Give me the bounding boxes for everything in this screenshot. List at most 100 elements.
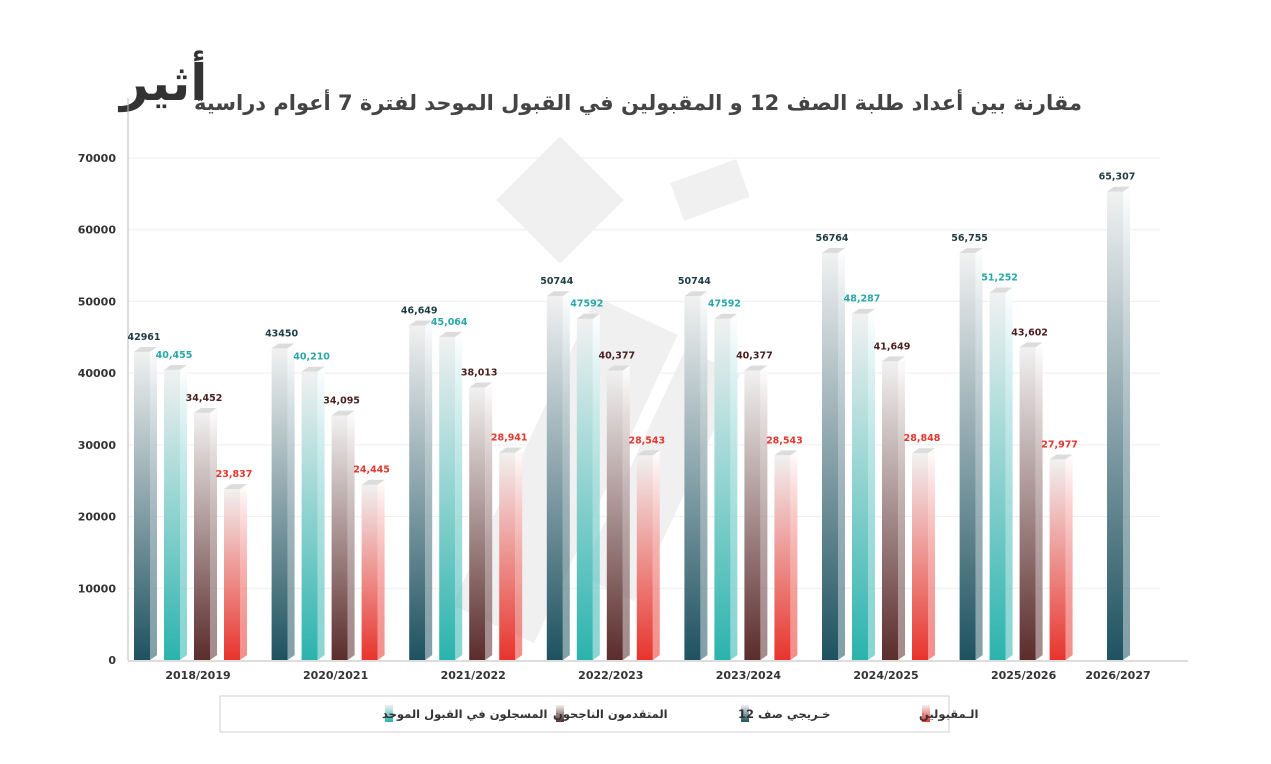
x-tick-label: 2026/2027 xyxy=(1085,669,1150,682)
bar-front xyxy=(164,369,180,660)
bar-side xyxy=(898,356,905,660)
data-label: 41,649 xyxy=(874,341,911,352)
bar-top xyxy=(714,313,738,319)
data-label: 24,445 xyxy=(353,465,390,476)
bar-accepted xyxy=(224,484,247,660)
bar-side xyxy=(838,248,845,660)
bar-side xyxy=(210,408,217,660)
bar-top xyxy=(439,331,463,337)
bar-front xyxy=(774,455,791,660)
y-axis: 0 10000 20000 30000 40000 50000 60000 70000 xyxy=(78,98,129,667)
bar-front xyxy=(576,318,593,660)
bar-top xyxy=(469,382,493,388)
bar-graduates xyxy=(134,347,157,660)
bar-registered xyxy=(852,308,875,660)
bar-side xyxy=(377,479,385,660)
bar-side xyxy=(592,313,600,660)
bar-side xyxy=(760,365,768,660)
y-tick-label: 70000 xyxy=(78,152,117,165)
bar-top xyxy=(361,479,385,485)
bar-front xyxy=(546,296,563,660)
bar-front xyxy=(822,252,838,661)
bar-side xyxy=(150,347,157,660)
bar-front xyxy=(882,361,898,660)
data-label: 65,307 xyxy=(1099,172,1136,183)
x-axis: 2018/2019 2020/2021 2021/2022 2022/2023 2023… xyxy=(128,660,1188,682)
bar-accepted xyxy=(1049,454,1073,660)
x-tick-label: 2024/2025 xyxy=(853,669,918,682)
bar-front xyxy=(684,296,701,660)
bar-side xyxy=(317,366,325,660)
bar-accepted xyxy=(361,479,385,660)
bar-front xyxy=(301,371,318,660)
bar-graduates xyxy=(1107,186,1130,661)
bar-top xyxy=(1019,342,1043,348)
bar-top xyxy=(134,347,157,352)
bar-side xyxy=(562,291,570,660)
bar-applicants xyxy=(469,382,493,660)
data-label: 40,455 xyxy=(156,350,193,361)
bar-graduates xyxy=(822,248,845,661)
data-label: 47592 xyxy=(570,299,603,310)
data-label: 23,837 xyxy=(216,469,253,480)
bar-front xyxy=(1107,191,1123,660)
bar-top xyxy=(164,364,187,370)
bar-top xyxy=(224,484,247,490)
bar-top xyxy=(852,308,875,314)
x-tick-label: 2022/2023 xyxy=(578,669,643,682)
bar-top xyxy=(499,447,523,453)
bar-registered xyxy=(714,313,738,660)
bar-applicants xyxy=(1019,342,1043,660)
y-tick-label: 10000 xyxy=(78,582,117,595)
legend-swatch xyxy=(556,705,564,722)
data-label: 56764 xyxy=(815,233,848,244)
y-tick-label: 0 xyxy=(108,654,116,667)
bar-registered xyxy=(576,313,600,660)
bar-accepted xyxy=(912,448,935,660)
bar-side xyxy=(240,484,247,660)
bar-front xyxy=(331,415,348,660)
legend-item-applicants: المتقدمون الناجحون xyxy=(553,705,668,722)
bar-side xyxy=(1035,342,1043,660)
bar-accepted xyxy=(636,450,660,660)
bar-side xyxy=(622,365,630,660)
bar-top xyxy=(546,291,570,297)
bar-registered xyxy=(301,366,325,660)
bar-graduates xyxy=(684,291,708,660)
bar-top xyxy=(636,450,660,456)
data-label: 34,095 xyxy=(323,395,360,406)
data-label: 38,013 xyxy=(461,367,498,378)
bar-top xyxy=(271,343,295,349)
bar-side xyxy=(1065,454,1073,660)
bar-side xyxy=(730,313,738,660)
bar-applicants xyxy=(882,356,905,660)
bar-front xyxy=(852,313,868,660)
bar-side xyxy=(180,364,187,660)
bar-front xyxy=(1019,347,1036,660)
bar-top xyxy=(822,248,845,253)
legend-label: المسجلون في القبول الموحد xyxy=(382,707,547,722)
bar-top xyxy=(194,408,217,413)
legend-item-accepted: الـمقبولين xyxy=(919,705,978,722)
data-label: 43,602 xyxy=(1011,327,1048,338)
data-label: 28,941 xyxy=(491,432,528,443)
bar-top xyxy=(301,366,325,372)
data-label: 40,377 xyxy=(598,350,635,361)
y-tick-label: 30000 xyxy=(78,439,117,452)
bar-top xyxy=(409,320,433,326)
bar-graduates xyxy=(409,320,433,660)
bar-top xyxy=(1107,186,1130,192)
data-label: 51,252 xyxy=(981,272,1018,283)
bars xyxy=(134,186,1130,661)
bar-side xyxy=(485,382,493,660)
bar-top xyxy=(684,291,708,297)
legend-swatch xyxy=(922,705,930,722)
bar-graduates xyxy=(546,291,570,660)
y-tick-label: 40000 xyxy=(78,367,117,380)
data-label: 28,543 xyxy=(628,435,665,446)
grid-lines xyxy=(128,157,1160,589)
data-label: 34,452 xyxy=(186,393,223,404)
bar-front xyxy=(271,348,288,660)
legend-label: خـريجي صف 12 xyxy=(738,707,830,721)
